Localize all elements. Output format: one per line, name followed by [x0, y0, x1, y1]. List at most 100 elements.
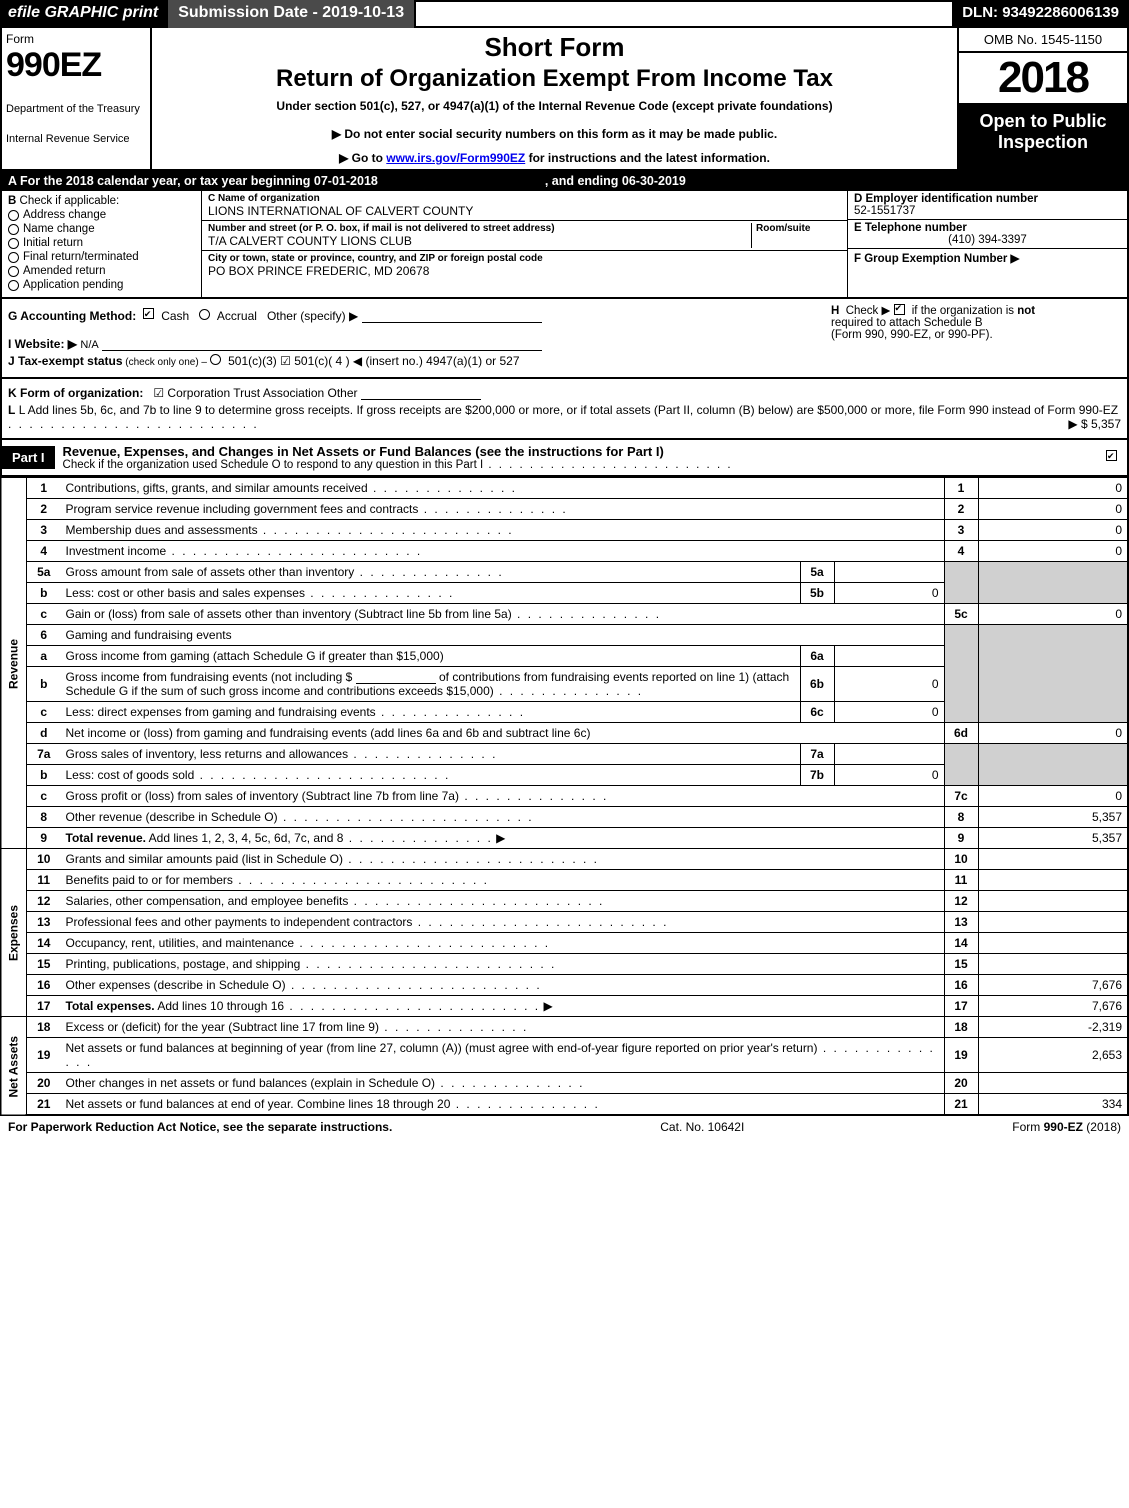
- l6b-desc1: Gross income from fundraising events (no…: [66, 670, 356, 684]
- dept-irs: Internal Revenue Service: [6, 133, 146, 145]
- check-amended-return[interactable]: Amended return: [8, 265, 195, 277]
- l18-amt: -2,319: [978, 1017, 1128, 1038]
- group-cell: F Group Exemption Number ▶: [848, 249, 1127, 297]
- org-name-row: C Name of organization LIONS INTERNATION…: [202, 191, 847, 221]
- l5c-desc: Gain or (loss) from sale of assets other…: [66, 607, 512, 621]
- l-text: L Add lines 5b, 6c, and 7b to line 9 to …: [19, 403, 1118, 417]
- g-label: G Accounting Method:: [8, 309, 136, 323]
- section-b: B Check if applicable: Address change Na…: [2, 191, 202, 297]
- l19-amt: 2,653: [978, 1038, 1128, 1073]
- form-word: Form: [6, 32, 146, 46]
- l4-amt: 0: [978, 541, 1128, 562]
- room-label: Room/suite: [756, 223, 841, 234]
- section-c: C Name of organization LIONS INTERNATION…: [202, 191, 847, 297]
- line-12: 12 Salaries, other compensation, and emp…: [1, 891, 1128, 912]
- street-value: T/A CALVERT COUNTY LIONS CLUB: [208, 234, 751, 248]
- check-initial-return[interactable]: Initial return: [8, 237, 195, 249]
- l1-desc: Contributions, gifts, grants, and simila…: [66, 481, 368, 495]
- l15-amt: [978, 954, 1128, 975]
- note2-post: for instructions and the latest informat…: [525, 151, 770, 165]
- ein-label: D Employer identification number: [854, 193, 1121, 205]
- l19-desc: Net assets or fund balances at beginning…: [66, 1041, 818, 1055]
- h-text3: required to attach Schedule B: [831, 317, 983, 329]
- tax-year: 2018: [959, 53, 1127, 105]
- l12-amt: [978, 891, 1128, 912]
- l20-desc: Other changes in net assets or fund bala…: [66, 1076, 436, 1090]
- g-other: Other (specify) ▶: [267, 309, 358, 323]
- g-cash: Cash: [161, 309, 189, 323]
- l11-desc: Benefits paid to or for members: [66, 873, 233, 887]
- l6a-num: a: [27, 646, 61, 667]
- efile-label[interactable]: efile GRAPHIC print: [0, 0, 166, 28]
- j-501c3-check[interactable]: [210, 354, 221, 365]
- h-label: H: [831, 305, 839, 317]
- line-17: 17 Total expenses. Add lines 10 through …: [1, 996, 1128, 1017]
- check-application-pending-label: Application pending: [23, 279, 123, 291]
- ssn-warning: ▶ Do not enter social security numbers o…: [162, 127, 947, 141]
- check-address-change[interactable]: Address change: [8, 209, 195, 221]
- check-name-change-label: Name change: [23, 223, 95, 235]
- line-6: 6 Gaming and fundraising events: [1, 625, 1128, 646]
- l20-num: 20: [27, 1073, 61, 1094]
- tax-period-row: A For the 2018 calendar year, or tax yea…: [0, 171, 1129, 191]
- tel-value: (410) 394-3397: [854, 234, 1121, 246]
- l13-desc: Professional fees and other payments to …: [66, 915, 413, 929]
- period-end: , and ending 06-30-2019: [545, 174, 686, 188]
- g-cash-check[interactable]: [143, 308, 154, 319]
- l7c-amt: 0: [978, 786, 1128, 807]
- l16-amt: 7,676: [978, 975, 1128, 996]
- footer-left: For Paperwork Reduction Act Notice, see …: [8, 1120, 392, 1134]
- part1-subtitle: Check if the organization used Schedule …: [63, 459, 484, 471]
- g-accrual-check[interactable]: [199, 309, 210, 320]
- h-checkbox[interactable]: [894, 304, 905, 315]
- line-18: Net Assets 18 Excess or (deficit) for th…: [1, 1017, 1128, 1038]
- top-bar: efile GRAPHIC print Submission Date - 20…: [0, 0, 1129, 28]
- short-form-title: Short Form: [162, 32, 947, 63]
- irs-link[interactable]: www.irs.gov/Form990EZ: [386, 151, 525, 165]
- l6b-mbox: 6b: [800, 667, 834, 702]
- l6-num: 6: [27, 625, 61, 646]
- check-name-change[interactable]: Name change: [8, 223, 195, 235]
- l5c-box: 5c: [944, 604, 978, 625]
- check-final-return-label: Final return/terminated: [23, 251, 139, 263]
- l7b-desc: Less: cost of goods sold: [66, 768, 195, 782]
- l9-num: 9: [27, 828, 61, 849]
- line-10: Expenses 10 Grants and similar amounts p…: [1, 849, 1128, 870]
- g-other-input[interactable]: [362, 310, 542, 323]
- l11-box: 11: [944, 870, 978, 891]
- line-9: 9 Total revenue. Add lines 1, 2, 3, 4, 5…: [1, 828, 1128, 849]
- l13-num: 13: [27, 912, 61, 933]
- h-text2: if the organization is: [912, 305, 1017, 317]
- group-label: F Group Exemption Number ▶: [854, 253, 1019, 265]
- check-application-pending[interactable]: Application pending: [8, 279, 195, 291]
- page-footer: For Paperwork Reduction Act Notice, see …: [0, 1116, 1129, 1138]
- l7b-mbox: 7b: [800, 765, 834, 786]
- l6b-contrib-input[interactable]: [356, 671, 436, 684]
- l12-desc: Salaries, other compensation, and employ…: [66, 894, 349, 908]
- l2-amt: 0: [978, 499, 1128, 520]
- j-row: J Tax-exempt status (check only one) ‒ 5…: [8, 354, 1121, 368]
- line-4: 4 Investment income 4 0: [1, 541, 1128, 562]
- revenue-sidelabel: Revenue: [1, 478, 27, 849]
- l1-box: 1: [944, 478, 978, 499]
- l6a-mamt: [834, 646, 944, 667]
- check-final-return[interactable]: Final return/terminated: [8, 251, 195, 263]
- l5a-desc: Gross amount from sale of assets other t…: [66, 565, 355, 579]
- l11-amt: [978, 870, 1128, 891]
- l6-desc: Gaming and fundraising events: [61, 625, 945, 646]
- form-number: 990EZ: [6, 46, 146, 85]
- l18-num: 18: [27, 1017, 61, 1038]
- h-note: H Check ▶ if the organization is not req…: [831, 303, 1121, 341]
- l18-box: 18: [944, 1017, 978, 1038]
- j-note: (check only one) ‒: [123, 357, 210, 368]
- j-label: J Tax-exempt status: [8, 354, 123, 368]
- l21-box: 21: [944, 1094, 978, 1116]
- l10-num: 10: [27, 849, 61, 870]
- line-5c: c Gain or (loss) from sale of assets oth…: [1, 604, 1128, 625]
- dept-treasury: Department of the Treasury: [6, 103, 146, 115]
- part1-title: Revenue, Expenses, and Changes in Net As…: [63, 444, 1098, 459]
- part1-check[interactable]: [1106, 450, 1127, 465]
- part1-table: Revenue 1 Contributions, gifts, grants, …: [0, 477, 1129, 1116]
- line-2: 2 Program service revenue including gove…: [1, 499, 1128, 520]
- instructions-link-row: ▶ Go to www.irs.gov/Form990EZ for instru…: [162, 151, 947, 165]
